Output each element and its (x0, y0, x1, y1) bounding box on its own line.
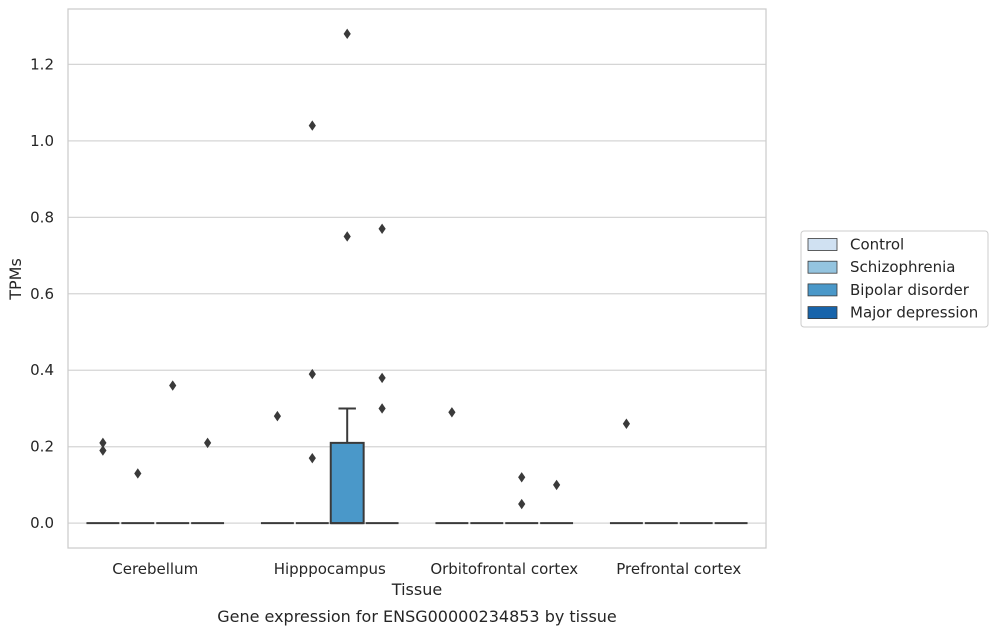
x-tick-label: Cerebellum (112, 560, 198, 578)
legend-swatch (807, 283, 838, 297)
x-tick-label: Orbitofrontal cortex (430, 560, 578, 578)
y-tick-label: 0.4 (30, 361, 54, 379)
x-tick-label: Hipppocampus (274, 560, 386, 578)
plot-frame (67, 8, 767, 549)
box-2-3 (540, 479, 574, 525)
y-tick-label: 0.2 (30, 438, 54, 456)
outlier-point (99, 437, 107, 449)
legend-label: Major depression (850, 304, 978, 322)
x-tick-labels: Cerebellum Hipppocampus Orbitofrontal cort… (112, 560, 741, 578)
y-tick-label: 0.8 (30, 208, 54, 226)
outlier-point (518, 472, 526, 483)
outlier-point (378, 403, 386, 414)
x-axis-label: Tissue (391, 580, 442, 599)
box-2-2 (505, 472, 539, 525)
box-0-0 (86, 437, 120, 525)
outlier-point (378, 372, 386, 384)
y-axis-label: TPMs (6, 258, 25, 301)
box-1-1 (295, 120, 329, 525)
legend-label: Control (850, 236, 904, 254)
grid-lines (68, 63, 766, 524)
outlier-point (99, 445, 107, 456)
legend-swatch (807, 260, 838, 274)
box-1-2 (329, 28, 365, 525)
box-1-3 (365, 223, 399, 525)
outlier-point (169, 380, 177, 391)
legend-frame (800, 230, 989, 328)
legend: Control Schizophrenia Bipolar disorder Majo… (800, 230, 989, 328)
box-0-3 (191, 437, 225, 525)
x-tick-label: Prefrontal cortex (616, 560, 741, 578)
box-body (329, 441, 365, 525)
outlier-point (308, 120, 316, 131)
y-tick-labels: 0.0 0.2 0.4 0.6 0.8 1.0 1.2 (30, 55, 54, 532)
legend-label: Bipolar disorder (850, 281, 970, 299)
legend-swatch (807, 306, 838, 320)
box-1-0 (260, 410, 294, 525)
outlier-point (343, 231, 351, 242)
outlier-point (343, 28, 351, 40)
outlier-point (134, 468, 142, 479)
outlier-point (622, 418, 630, 429)
outlier-point (308, 452, 316, 464)
box-groups (86, 28, 748, 525)
outlier-point (273, 410, 281, 422)
plot-area (68, 9, 766, 548)
y-tick-label: 1.2 (30, 55, 54, 73)
outlier-point (204, 437, 212, 449)
legend-swatch (807, 238, 838, 251)
legend-label: Schizophrenia (850, 258, 955, 276)
box-3-0 (609, 418, 643, 525)
box-0-1 (121, 468, 155, 525)
box-2-0 (435, 407, 469, 525)
outlier-point (518, 498, 526, 510)
outlier-point (308, 368, 316, 380)
chart-caption: Gene expression for ENSG00000234853 by t… (217, 607, 617, 626)
box-0-2 (156, 380, 190, 525)
outlier-point (448, 407, 456, 418)
outlier-point (553, 479, 561, 491)
y-tick-label: 1.0 (30, 132, 54, 150)
y-tick-label: 0.6 (30, 285, 54, 303)
y-tick-label: 0.0 (30, 514, 54, 532)
outlier-point (378, 223, 386, 235)
